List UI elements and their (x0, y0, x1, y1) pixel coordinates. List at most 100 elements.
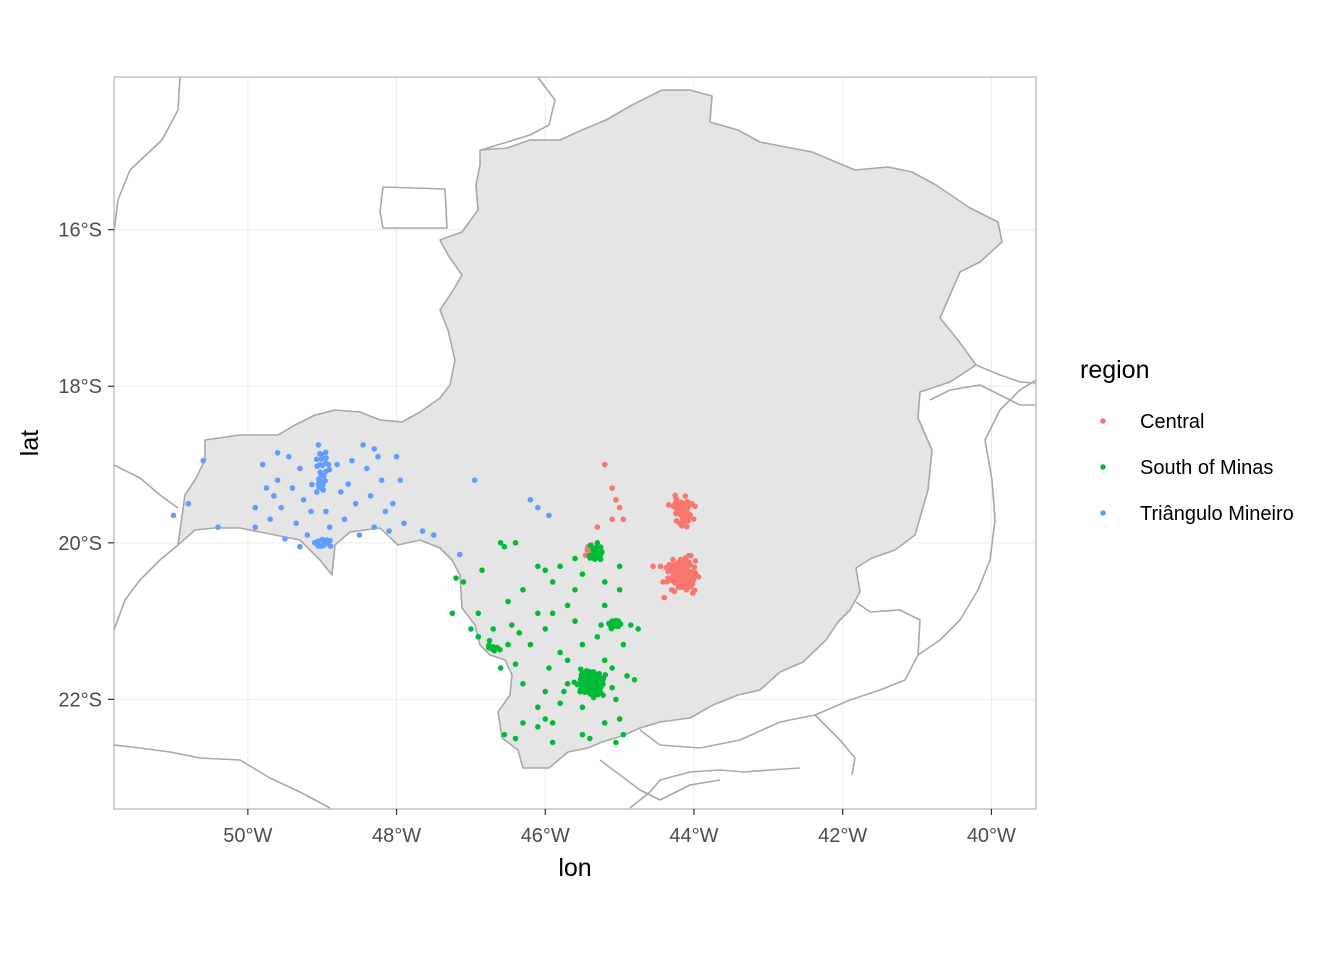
point-2-70 (325, 461, 332, 468)
point-2-99 (325, 539, 331, 545)
point-2-33 (393, 453, 400, 460)
point-1-16 (505, 641, 511, 648)
point-1-6 (512, 540, 519, 546)
point-1-13 (468, 626, 474, 632)
point-2-1 (185, 500, 192, 507)
point-1-93 (577, 666, 584, 673)
point-1-37 (564, 602, 571, 609)
point-1-235 (590, 552, 596, 559)
border-sp-coast (599, 759, 721, 801)
point-2-24 (360, 442, 366, 448)
point-1-201 (582, 679, 589, 686)
point-2-30 (382, 508, 389, 515)
point-1-65 (535, 610, 541, 617)
point-0-152 (687, 575, 694, 582)
point-1-62 (546, 665, 552, 671)
point-2-78 (321, 473, 327, 479)
legend-label-1: South of Minas (1140, 457, 1273, 479)
point-1-11 (505, 598, 511, 605)
legend-key-0 (1100, 418, 1106, 424)
point-2-28 (375, 453, 381, 460)
point-1-218 (597, 556, 604, 563)
point-0-4 (620, 516, 627, 523)
point-2-12 (285, 453, 292, 460)
point-0-66 (675, 502, 681, 509)
point-2-31 (386, 528, 392, 534)
point-0-87 (691, 564, 698, 571)
point-1-22 (520, 720, 526, 726)
point-1-21 (535, 704, 541, 711)
point-1-247 (614, 623, 620, 630)
point-0-144 (671, 588, 678, 595)
point-2-23 (356, 532, 363, 538)
point-1-3 (479, 567, 485, 574)
point-2-48 (252, 524, 259, 530)
point-1-210 (578, 672, 585, 678)
point-1-43 (601, 602, 608, 609)
point-2-56 (323, 455, 329, 461)
point-1-36 (572, 618, 578, 624)
point-1-232 (597, 544, 604, 550)
point-0-180 (679, 564, 685, 571)
legend-title: region (1080, 356, 1150, 384)
point-2-32 (390, 500, 396, 507)
point-0-147 (682, 555, 689, 561)
border-sp-parana (114, 744, 331, 809)
point-1-84 (571, 679, 578, 686)
point-2-43 (271, 493, 277, 499)
point-1-47 (579, 571, 586, 577)
point-1-59 (501, 731, 508, 738)
point-0-182 (675, 573, 682, 580)
point-1-157 (600, 692, 606, 698)
point-1-8 (542, 567, 549, 574)
point-1-206 (595, 683, 602, 690)
point-1-57 (579, 731, 586, 738)
point-1-15 (490, 626, 497, 632)
point-2-18 (334, 461, 340, 468)
point-1-33 (613, 696, 619, 703)
point-2-6 (263, 485, 270, 491)
point-1-41 (557, 649, 563, 656)
y-tick-label-0: 16°S (58, 220, 102, 242)
point-0-5 (609, 516, 615, 523)
border-rio-es (855, 601, 921, 656)
point-1-7 (535, 563, 541, 570)
point-2-34 (397, 477, 404, 483)
point-0-7 (657, 563, 664, 570)
point-0-6 (594, 524, 601, 530)
point-2-15 (297, 465, 303, 472)
point-1-236 (598, 548, 605, 555)
point-1-18 (497, 665, 504, 671)
point-2-17 (304, 532, 311, 538)
series-0 (582, 461, 702, 601)
point-0-168 (666, 561, 673, 568)
point-0-33 (665, 502, 672, 508)
point-1-71 (549, 739, 556, 746)
point-1-1 (460, 579, 467, 585)
point-2-10 (278, 504, 285, 511)
point-2-51 (323, 508, 329, 515)
point-0-122 (660, 579, 666, 585)
point-2-13 (289, 485, 296, 491)
y-tick-label-1: 18°S (58, 376, 102, 398)
point-1-38 (549, 610, 556, 617)
point-2-42 (546, 512, 552, 519)
point-1-250 (608, 620, 615, 626)
y-axis-title: lat (16, 430, 44, 456)
point-0-8 (650, 563, 656, 570)
point-2-47 (371, 446, 378, 452)
point-1-48 (572, 586, 578, 593)
point-2-50 (315, 442, 322, 448)
point-2-71 (309, 481, 315, 488)
point-1-258 (491, 647, 498, 654)
point-1-52 (627, 622, 634, 628)
x-tick-label-0: 50°W (223, 825, 272, 847)
border-bahia-west (480, 77, 556, 151)
point-1-30 (601, 720, 608, 726)
point-2-37 (430, 532, 437, 538)
panel-border (113, 76, 1037, 810)
legend-label-0: Central (1140, 411, 1204, 433)
point-0-172 (668, 577, 675, 583)
x-axis: 50°W 48°W 46°W 44°W 42°W 40°W (223, 809, 1016, 847)
point-0-177 (683, 580, 690, 587)
